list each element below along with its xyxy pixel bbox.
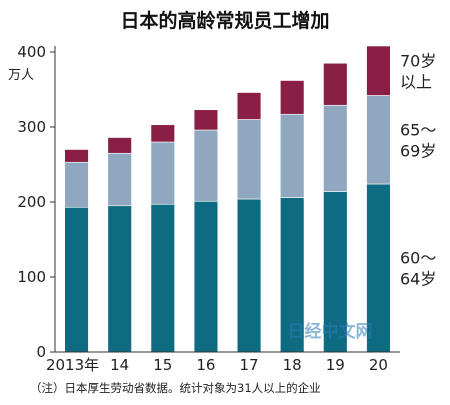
x-tick-label: 18	[283, 356, 302, 374]
y-tick-label: 300	[17, 118, 46, 136]
x-tick-label: 16	[196, 356, 215, 374]
x-axis: 2013年 14 15 16 17 18 19 20	[46, 351, 400, 374]
x-tick-label: 17	[240, 356, 259, 374]
bar-segment	[366, 95, 391, 185]
x-tick-label: 20	[369, 356, 388, 374]
bar-segment	[193, 200, 219, 353]
bar-segment	[236, 119, 262, 200]
bar-segment	[280, 113, 305, 198]
y-axis-unit: 万人	[8, 68, 34, 83]
bar-segment	[64, 206, 89, 353]
series-label: 以上	[400, 72, 432, 91]
bar-segment	[150, 141, 175, 205]
y-tick-label: 100	[17, 268, 46, 286]
y-axis: 0 100 200 300 400	[17, 43, 56, 361]
x-tick-label: 19	[326, 356, 345, 374]
bar-segment	[366, 45, 391, 96]
series-label: 69岁	[400, 141, 436, 160]
series-label: 60～	[400, 249, 436, 268]
bar-segment	[64, 161, 89, 208]
bar-segment	[107, 205, 132, 353]
bar-segment	[64, 149, 89, 163]
series-label: 70岁	[400, 51, 436, 70]
bar-segment	[280, 80, 305, 115]
x-tick-label: 14	[110, 356, 129, 374]
y-tick-label: 0	[36, 343, 46, 361]
bar-segment	[107, 137, 132, 154]
bar-segment	[150, 203, 175, 353]
x-tick-label: 15	[153, 356, 172, 374]
bar-segment	[193, 129, 219, 202]
source-note: （注）日本厚生劳动省数据。统计对象为31人以上的企业	[30, 381, 321, 395]
y-tick-label: 200	[17, 193, 46, 211]
series-label: 65～	[400, 120, 436, 139]
bar-segment	[107, 152, 132, 207]
watermark: 日经中文网	[288, 321, 373, 342]
bar-segment	[236, 92, 262, 120]
bar-segment	[150, 124, 175, 143]
bar-segment	[323, 104, 348, 192]
bar-segment	[323, 62, 348, 106]
chart-title: 日本的高龄常规员工增加	[120, 9, 329, 32]
bars	[64, 45, 391, 353]
series-label: 64岁	[400, 270, 436, 289]
bar-segment	[236, 198, 262, 353]
bar-segment	[193, 109, 219, 131]
y-tick-label: 400	[17, 43, 46, 61]
x-tick-label: 2013年	[46, 356, 99, 374]
